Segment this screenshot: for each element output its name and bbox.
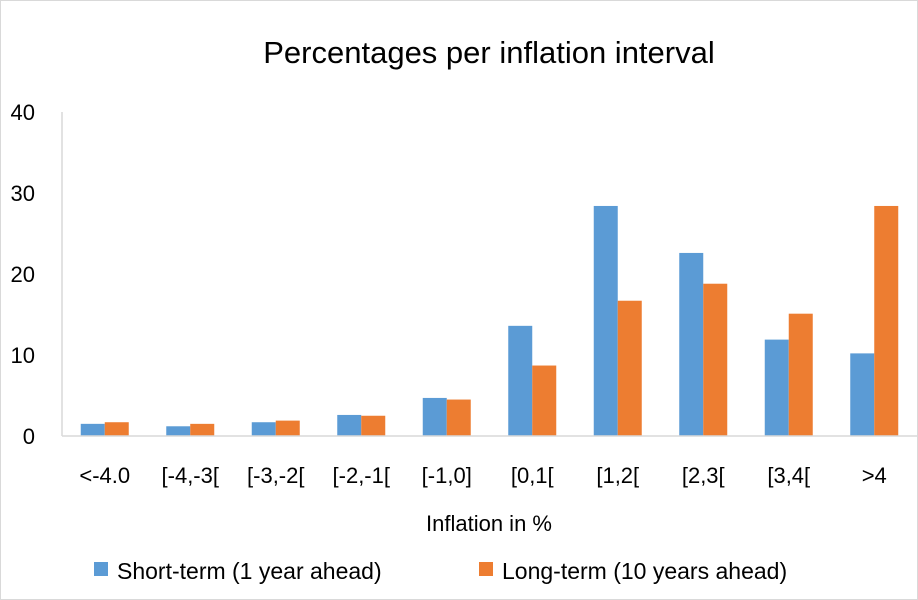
chart-title: Percentages per inflation interval [263,35,714,70]
x-tick-label: [2,3[ [682,463,725,488]
legend: Short-term (1 year ahead) Long-term (10 y… [94,558,787,584]
x-tick-label: [-1,0] [422,463,472,488]
bar-long-term [874,205,899,436]
bar-short-term [80,423,105,436]
y-tick-label: 40 [11,100,35,125]
bar-long-term [446,399,471,436]
x-tick-label: [-4,-3[ [162,463,219,488]
bar-short-term [337,414,362,436]
bar-short-term [764,339,789,436]
x-axis-ticks: <-4.0 [-4,-3[ [-3,-2[ [-2,-1[ [-1,0] [0,1[ [1,… [79,463,886,488]
bars [80,205,899,436]
y-tick-label: 20 [11,262,35,287]
x-tick-label: >4 [862,463,887,488]
x-tick-label: [3,4[ [767,463,810,488]
legend-label: Short-term (1 year ahead) [117,558,382,584]
x-tick-label: [0,1[ [511,463,554,488]
bar-short-term [593,205,618,436]
bar-long-term [361,415,386,436]
x-tick-label: [-2,-1[ [333,463,390,488]
y-tick-label: 30 [11,181,35,206]
x-axis-label: Inflation in % [426,511,552,536]
x-tick-label: <-4.0 [79,463,130,488]
legend-label: Long-term (10 years ahead) [502,558,787,584]
y-tick-label: 10 [11,343,35,368]
bar-long-term [532,365,557,436]
x-tick-label: [-3,-2[ [247,463,304,488]
bar-long-term [190,423,215,436]
bar-short-term [679,252,704,436]
legend-swatch [479,562,493,576]
bar-long-term [617,300,642,436]
bar-short-term [850,353,875,436]
bar-short-term [422,397,447,436]
y-axis-ticks: 0 10 20 30 40 [11,100,35,449]
bar-short-term [251,422,276,436]
x-tick-label: [1,2[ [596,463,639,488]
bar-long-term [104,422,129,436]
bar-short-term [166,426,191,436]
bar-short-term [508,325,533,436]
bar-long-term [275,420,300,436]
bar-long-term [703,283,728,436]
legend-swatch [94,562,108,576]
bar-long-term [788,313,813,436]
y-tick-label: 0 [23,424,35,449]
